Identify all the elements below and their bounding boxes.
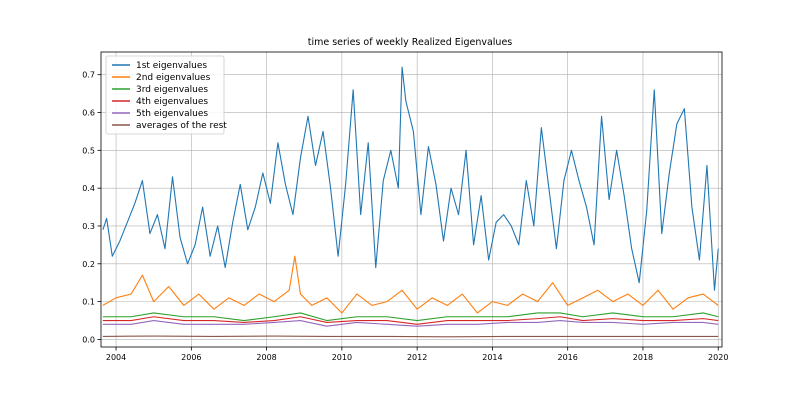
y-tick-label: 0.5: [82, 146, 95, 155]
series-4: [102, 316, 719, 325]
series-line: [102, 255, 719, 314]
series-layer: [102, 66, 719, 338]
series-1: [102, 66, 719, 291]
chart-title: time series of weekly Realized Eigenvalu…: [308, 37, 513, 48]
x-tick-label: 2006: [181, 353, 201, 362]
y-tick-label: 0.0: [82, 335, 95, 344]
legend-label: 2nd eigenvalues: [136, 73, 211, 83]
series-3: [102, 312, 719, 322]
series-line: [102, 316, 719, 325]
x-tick-label: 2010: [332, 353, 352, 362]
x-tick-label: 2020: [708, 353, 728, 362]
x-tick-label: 2004: [106, 353, 126, 362]
series-line: [102, 66, 719, 291]
x-tick-label: 2014: [482, 353, 502, 362]
series-6: [102, 335, 719, 338]
legend-label: 1st eigenvalues: [136, 61, 207, 71]
series-5: [102, 319, 719, 327]
axis-layer: 2004 2006 2008 2010 2012 2014 2016 2018 2020 0.0 0…: [82, 51, 728, 362]
y-tick-label: 0.1: [82, 298, 95, 307]
series-line: [102, 319, 719, 327]
x-tick-label: 2008: [256, 353, 276, 362]
legend-label: averages of the rest: [136, 121, 227, 131]
series-line: [102, 312, 719, 322]
y-tick-label: 0.4: [82, 184, 95, 193]
legend-label: 3rd eigenvalues: [136, 85, 208, 95]
y-tick-label: 0.7: [82, 71, 95, 80]
series-line: [102, 335, 719, 338]
y-tick-label: 0.2: [82, 260, 95, 269]
legend: 1st eigenvalues 2nd eigenvalues 3rd eigenv…: [105, 55, 227, 135]
x-tick-label: 2016: [558, 353, 578, 362]
legend-label: 5th eigenvalues: [136, 109, 208, 119]
x-tick-label: 2012: [407, 353, 427, 362]
plot-frame: [100, 51, 723, 348]
y-tick-label: 0.6: [82, 109, 95, 118]
x-tick-label: 2018: [633, 353, 653, 362]
legend-label: 4th eigenvalues: [136, 97, 208, 107]
series-2: [102, 255, 719, 314]
legend-box: [105, 55, 225, 135]
y-tick-label: 0.3: [82, 222, 95, 231]
